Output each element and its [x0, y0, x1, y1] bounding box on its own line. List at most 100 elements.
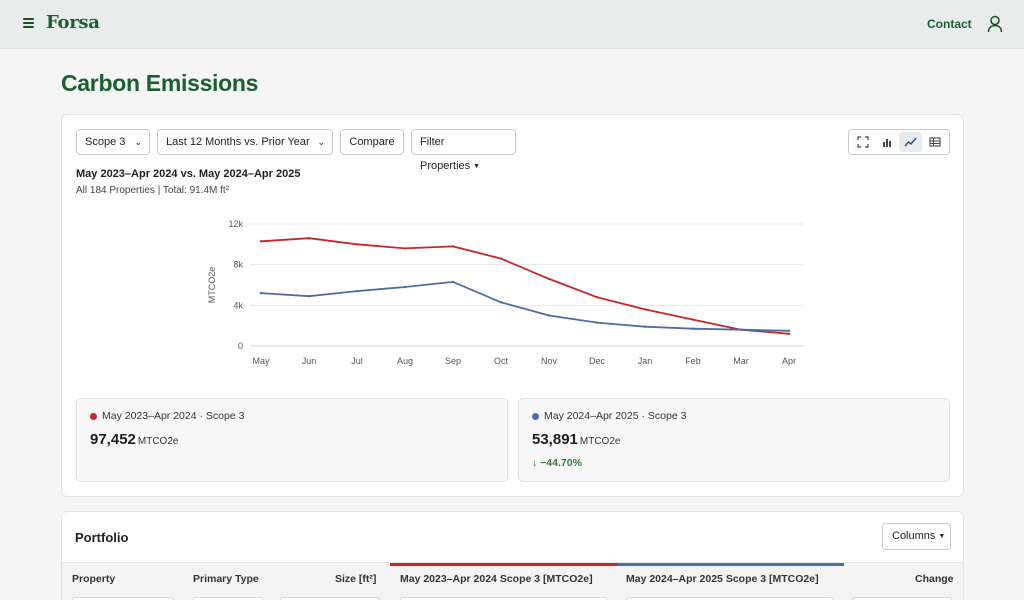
- data-point: [787, 329, 791, 332]
- data-point: [595, 321, 599, 324]
- series-dot: [90, 413, 97, 420]
- data-point: [499, 301, 503, 304]
- x-tick-label: Sep: [445, 356, 461, 366]
- x-tick-label: Dec: [589, 356, 606, 366]
- x-tick-label: Oct: [494, 356, 509, 366]
- series-bar-current: [617, 563, 844, 566]
- data-point: [259, 291, 263, 295]
- data-point: [307, 294, 311, 298]
- data-point: [787, 332, 791, 335]
- caret-down-icon: ▼: [473, 163, 481, 170]
- series-dot: [532, 413, 539, 420]
- stat-label: May 2024–Apr 2025 · Scope 3: [544, 410, 687, 422]
- column-header-prior-emissions[interactable]: May 2023–Apr 2024 Scope 3 [MTCO2e]: [400, 573, 593, 585]
- x-tick-label: Feb: [685, 356, 701, 366]
- series-line-1: [260, 237, 790, 335]
- chevron-down-icon: ⌄: [317, 137, 325, 147]
- contact-link[interactable]: Contact: [927, 17, 972, 31]
- table-row: [280, 597, 380, 600]
- table-row: [626, 597, 833, 600]
- bar-chart-icon[interactable]: [875, 132, 898, 152]
- x-tick-label: Jan: [638, 356, 653, 366]
- emissions-chart-card: Scope 3 ⌄ Last 12 Months vs. Prior Year …: [61, 114, 964, 497]
- user-icon[interactable]: [987, 15, 1003, 33]
- data-point: [307, 237, 311, 240]
- filter-properties-button[interactable]: Filter Properties ▼: [411, 129, 516, 172]
- column-header-change[interactable]: Change: [915, 573, 954, 585]
- portfolio-summary: All 184 Properties | Total: 91.4M ft²: [76, 185, 230, 196]
- stat-value: 53,891 MTCO2e: [532, 431, 620, 448]
- portfolio-card: Portfolio Columns ▼ Property Primary Type…: [61, 511, 964, 600]
- x-tick-label: Apr: [782, 356, 796, 366]
- table-header: Property Primary Type Size [ft²] May 202…: [62, 562, 963, 600]
- columns-label: Columns: [892, 530, 936, 542]
- x-tick-label: Jul: [351, 356, 363, 366]
- column-header-current-emissions[interactable]: May 2024–Apr 2025 Scope 3 [MTCO2e]: [626, 573, 819, 585]
- series-bar-prior: [390, 563, 617, 566]
- data-point: [403, 285, 407, 289]
- table-row: [400, 597, 607, 600]
- x-tick-label: Aug: [397, 356, 413, 366]
- data-point: [259, 240, 263, 243]
- y-axis-label: MTCO2e: [207, 267, 217, 304]
- columns-button[interactable]: Columns ▼: [882, 523, 951, 550]
- view-mode-toggle: [848, 129, 950, 155]
- period-select-value: Last 12 Months vs. Prior Year: [166, 136, 310, 148]
- data-point: [691, 327, 695, 330]
- portfolio-title: Portfolio: [75, 530, 129, 545]
- data-point: [643, 325, 647, 328]
- stat-number: 53,891: [532, 431, 578, 448]
- period-select[interactable]: Last 12 Months vs. Prior Year ⌄: [157, 129, 333, 155]
- data-point: [643, 308, 647, 311]
- table-row: [852, 597, 952, 600]
- date-range-title: May 2023–Apr 2024 vs. May 2024–Apr 2025: [76, 168, 301, 180]
- data-point: [451, 245, 455, 248]
- data-point: [451, 280, 455, 284]
- data-point: [595, 296, 599, 299]
- y-tick-label: 0: [238, 341, 243, 351]
- stat-number: 97,452: [90, 431, 136, 448]
- stat-unit: MTCO2e: [579, 436, 621, 447]
- stat-value: 97,452 MTCO2e: [90, 431, 178, 448]
- series-line-2: [260, 281, 790, 332]
- page-title: Carbon Emissions: [61, 70, 259, 96]
- column-header-property[interactable]: Property: [72, 573, 116, 585]
- caret-down-icon: ▼: [938, 533, 946, 540]
- line-chart-icon[interactable]: [899, 132, 922, 152]
- scope-select[interactable]: Scope 3 ⌄: [76, 129, 150, 155]
- column-header-primary-type[interactable]: Primary Type: [193, 573, 259, 585]
- x-tick-label: Jun: [302, 356, 317, 366]
- fullscreen-icon[interactable]: [851, 132, 874, 152]
- filter-properties-label: Filter Properties: [420, 136, 471, 172]
- brand-logo[interactable]: Forsa: [46, 12, 100, 33]
- data-point: [355, 243, 359, 246]
- compare-button[interactable]: Compare: [340, 129, 404, 155]
- chevron-down-icon: ⌄: [134, 137, 142, 147]
- column-header-size[interactable]: Size [ft²]: [335, 573, 377, 585]
- stat-unit: MTCO2e: [137, 436, 179, 447]
- data-point: [499, 257, 503, 260]
- change-indicator: ↓ −44.70%: [532, 457, 582, 469]
- table-row: [193, 597, 263, 600]
- table-icon[interactable]: [923, 132, 946, 152]
- stat-card-current: May 2024–Apr 2025 · Scope 3 53,891 MTCO2e…: [518, 398, 950, 482]
- scope-select-value: Scope 3: [85, 136, 126, 148]
- stat-card-prior: May 2023–Apr 2024 · Scope 3 97,452 MTCO2e: [76, 398, 508, 482]
- data-point: [691, 318, 695, 321]
- stat-label: May 2023–Apr 2024 · Scope 3: [102, 410, 245, 422]
- y-tick-label: 4k: [233, 300, 243, 310]
- table-row: [72, 597, 174, 600]
- data-point: [547, 314, 551, 317]
- x-tick-label: Nov: [541, 356, 558, 366]
- data-point: [355, 289, 359, 293]
- data-point: [403, 247, 407, 250]
- emissions-line-chart: 0 4k 8k 12k May Jun Jul Aug Sep Oct Nov Dec Jan Feb Ma…: [207, 219, 804, 366]
- data-point: [547, 277, 551, 281]
- menu-icon[interactable]: [23, 17, 35, 29]
- top-bar: Forsa Contact: [0, 0, 1024, 49]
- data-point: [739, 328, 743, 331]
- y-tick-label: 8k: [233, 260, 243, 270]
- y-tick-label: 12k: [228, 219, 243, 229]
- x-tick-label: May: [252, 356, 270, 366]
- x-tick-label: Mar: [733, 356, 749, 366]
